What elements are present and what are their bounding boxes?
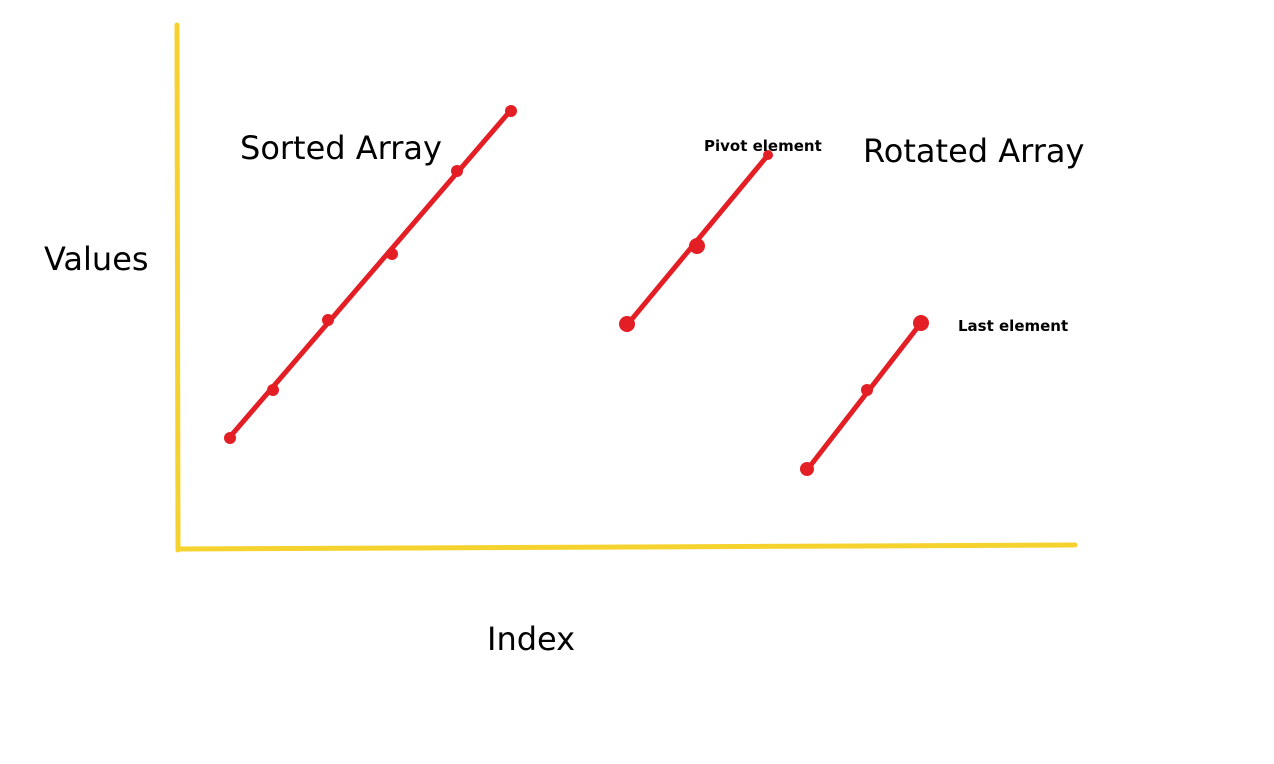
x-axis-label: Index: [487, 620, 576, 658]
sorted-array-point: [267, 384, 279, 396]
rotated-array-point: [800, 462, 814, 476]
rotated-array-lower-line: [804, 320, 924, 473]
sorted-array-point: [224, 432, 236, 444]
pivot-element-label: Pivot element: [704, 137, 822, 155]
rotated-array-point: [619, 316, 635, 332]
pivot-point: [763, 150, 773, 160]
last-element-label: Last element: [958, 317, 1069, 335]
rotated-array-title: Rotated Array: [863, 132, 1085, 170]
sorted-array-point: [386, 248, 398, 260]
y-axis-label: Values: [44, 240, 149, 278]
sorted-array-series: [224, 105, 517, 444]
x-axis-line: [175, 542, 1078, 552]
sorted-array-point: [451, 165, 463, 177]
rotated-array-lower-segment: [800, 315, 929, 476]
rotated-array-upper-segment: [619, 150, 773, 332]
sorted-array-point: [505, 105, 517, 117]
rotated-array-point: [861, 384, 873, 396]
sorted-array-title: Sorted Array: [240, 129, 442, 167]
rotated-array-point: [689, 238, 705, 254]
y-axis-line: [174, 22, 181, 553]
sorted-array-line: [226, 107, 514, 441]
sorted-array-point: [322, 314, 334, 326]
last-element-point: [913, 315, 929, 331]
